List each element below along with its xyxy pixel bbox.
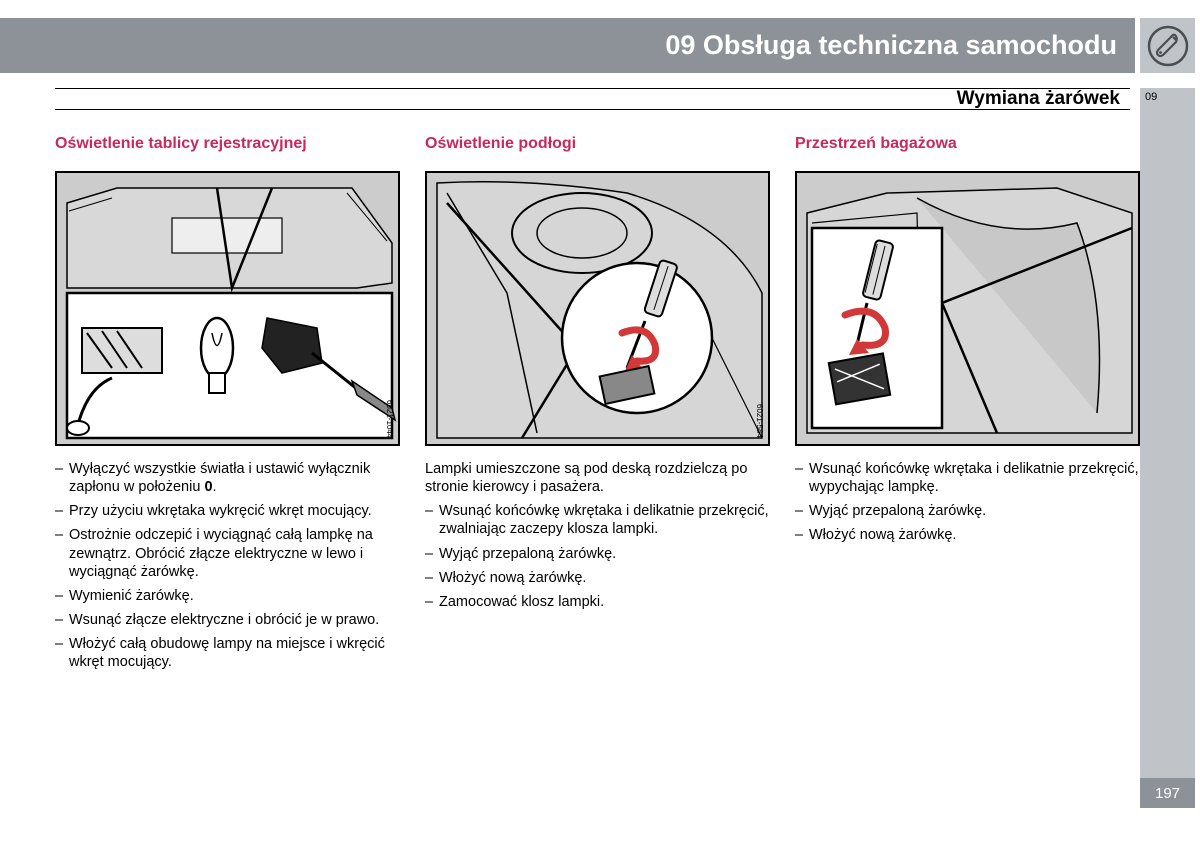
bullet-item: Wsunąć złącze elektryczne i obrócić je w… [55, 611, 400, 629]
bullet-item: Wyłączyć wszystkie światła i ustawić wył… [55, 460, 400, 496]
bullet-item: Ostrożnie odczepić i wyciągnąć całą lamp… [55, 526, 400, 580]
bullet-list: Wsunąć końcówkę wkrętaka i delikatnie pr… [425, 502, 770, 611]
bullet-list: Wyłączyć wszystkie światła i ustawić wył… [55, 460, 400, 671]
column-cargo-light: Przestrzeń bagażowa [795, 135, 1140, 677]
column-heading: Oświetlenie podłogi [425, 135, 770, 153]
illustration-cargo-light [795, 171, 1140, 446]
illustration-label: 6021-1044 [385, 400, 394, 438]
column-heading: Oświetlenie tablicy rejestracyjnej [55, 135, 400, 153]
bullet-item: Wyjąć przepaloną żarówkę. [425, 545, 770, 563]
section-title: Wymiana żarówek [957, 88, 1120, 110]
illustration-label: 6021-584 [755, 404, 764, 438]
illustration-license-plate: 6021-1044 [55, 171, 400, 446]
illustration-floor-light: 6021-584 [425, 171, 770, 446]
bullet-item: Przy użyciu wkrętaka wykręcić wkręt mocu… [55, 502, 400, 520]
bullet-item: Włożyć nową żarówkę. [425, 569, 770, 587]
content-area: Oświetlenie tablicy rejestracyjnej [55, 135, 1130, 677]
side-tab: 09 197 [1140, 88, 1195, 808]
chapter-title: 09 Obsługa techniczna samochodu [665, 30, 1117, 61]
bullet-item: Wymienić żarówkę. [55, 587, 400, 605]
page-number: 197 [1155, 785, 1180, 802]
intro-text: Lampki umieszczone są pod deską rozdziel… [425, 460, 770, 496]
bullet-list: Wsunąć końcówkę wkrętaka i delikatnie pr… [795, 460, 1140, 545]
wrench-icon [1147, 25, 1189, 67]
bullet-item: Wyjąć przepaloną żarówkę. [795, 502, 1140, 520]
bullet-item: Włożyć nową żarówkę. [795, 526, 1140, 544]
bullet-item: Włożyć całą obudowę lampy na miejsce i w… [55, 635, 400, 671]
section-bar: Wymiana żarówek [55, 88, 1130, 110]
chapter-banner: 09 Obsługa techniczna samochodu [0, 18, 1135, 73]
bullet-item: Wsunąć końcówkę wkrętaka i delikatnie pr… [795, 460, 1140, 496]
column-license-plate: Oświetlenie tablicy rejestracyjnej [55, 135, 400, 677]
bullet-item: Zamocować klosz lampki. [425, 593, 770, 611]
tab-number: 09 [1145, 91, 1157, 103]
bullet-item: Wsunąć końcówkę wkrętaka i delikatnie pr… [425, 502, 770, 538]
column-floor-light: Oświetlenie podłogi [425, 135, 770, 677]
column-heading: Przestrzeń bagażowa [795, 135, 1140, 153]
page-number-box: 197 [1140, 778, 1195, 808]
chapter-icon-box [1140, 18, 1195, 73]
